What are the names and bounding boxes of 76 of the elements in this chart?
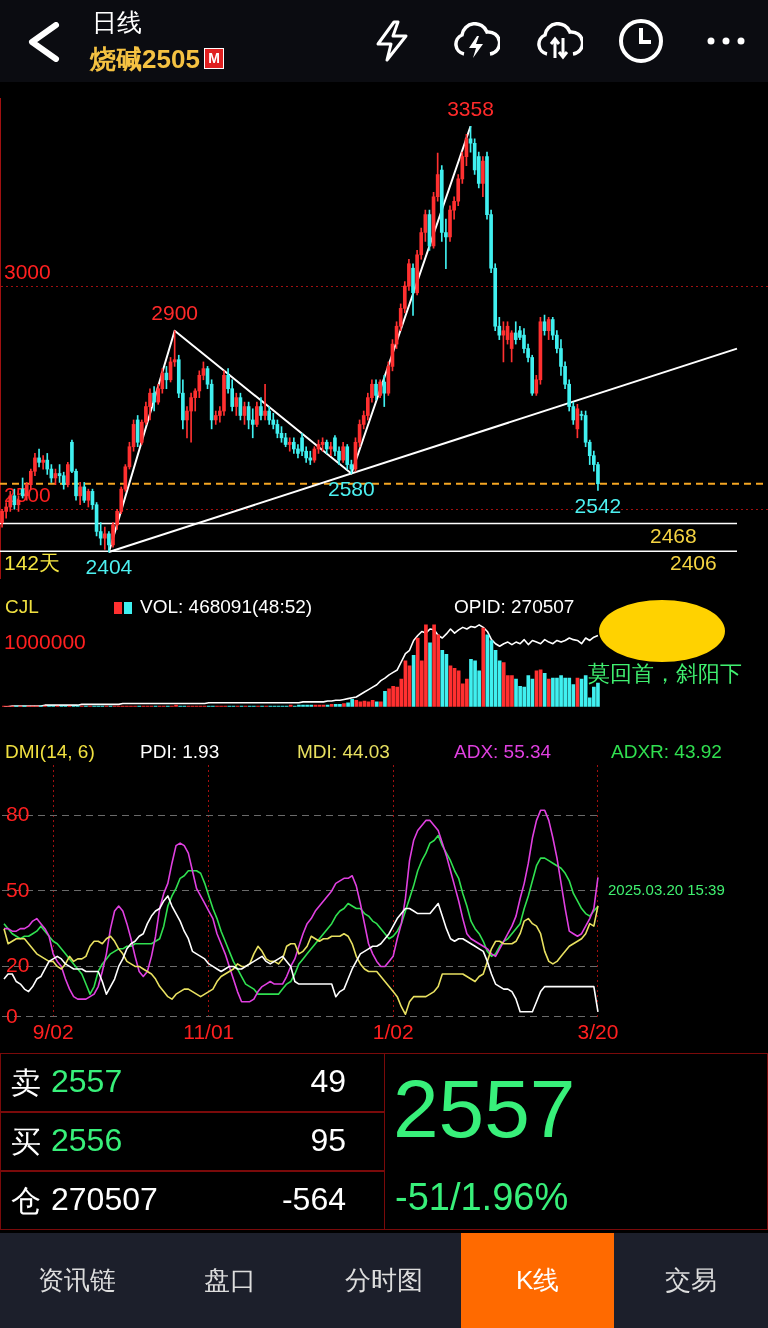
bar: [469, 658, 473, 707]
y-tick-label: 20: [5, 953, 30, 977]
text: 卖: [11, 1065, 41, 1101]
text: 仓: [11, 1183, 41, 1219]
bar: [387, 688, 391, 707]
bar: [510, 675, 514, 707]
x-tick-label: 3/20: [577, 1020, 619, 1044]
bar: [456, 670, 461, 707]
text: 95: [310, 1122, 346, 1159]
series-label: OPID: 270507: [454, 595, 575, 617]
text: -564: [281, 1181, 346, 1218]
bar: [551, 677, 555, 707]
bar: [383, 690, 387, 707]
annotation: 142天: [4, 550, 61, 574]
bar: [473, 660, 477, 707]
bar: [592, 686, 596, 707]
bar: [342, 703, 346, 707]
bar: [546, 678, 551, 707]
text: 2557: [51, 1063, 123, 1100]
bar: [555, 677, 559, 707]
bar: [567, 677, 572, 707]
annotation: 2542: [574, 493, 622, 517]
annotation: 3358: [447, 96, 494, 120]
bar: [514, 678, 518, 707]
y-tick-label: 50: [5, 877, 30, 901]
bar: [346, 702, 350, 707]
text: ADX: 55.34: [454, 740, 552, 762]
bar: [391, 686, 395, 707]
text: 2557: [393, 1062, 576, 1156]
text: 资讯链: [36, 1264, 117, 1297]
text: ADXR: 43.92: [611, 740, 722, 762]
text: 交易: [664, 1264, 719, 1297]
bar: [424, 624, 428, 707]
bar: [428, 642, 432, 707]
annotation: 2404: [85, 555, 133, 579]
annotation: 2900: [151, 300, 199, 324]
bar: [432, 624, 436, 707]
text: 49: [310, 1063, 346, 1100]
text: 分时图: [344, 1264, 424, 1297]
text: 买: [11, 1124, 41, 1160]
legend-label: VOL: 468091(48:52): [140, 595, 313, 617]
text: -51/1.96%: [395, 1176, 569, 1219]
text: MDI: 44.03: [297, 740, 390, 762]
text: 盘口: [203, 1264, 258, 1297]
bar: [481, 627, 486, 707]
bar: [465, 678, 469, 707]
bar: [526, 675, 531, 707]
bar: [501, 662, 506, 707]
x-tick-label: 1/02: [372, 1020, 414, 1044]
x-tick-label: 9/02: [32, 1020, 74, 1044]
text: K线: [460, 1233, 615, 1328]
text: 2025.03.20 15:39: [608, 881, 725, 899]
bar: [415, 637, 420, 707]
y-tick-label: 80: [5, 802, 30, 826]
chart-title: 烧碱2505: [90, 43, 200, 76]
text: 270507: [51, 1181, 158, 1218]
chart-subtitle: 日线: [92, 7, 142, 38]
text: M: [204, 48, 224, 69]
bar: [350, 699, 355, 707]
y-tick-label: 3000: [4, 259, 51, 283]
bar: [354, 699, 359, 707]
chart-title: DMI(14, 6): [5, 740, 95, 762]
ref-line-label: 2406: [670, 551, 717, 575]
annotation: 2580: [328, 476, 375, 500]
x-tick-label: 11/01: [183, 1020, 235, 1044]
annotation: 莫回首，斜阳下: [588, 661, 742, 687]
bar: [440, 649, 445, 707]
ref-line-label: 2468: [650, 523, 697, 547]
annotation: 1000000: [4, 629, 86, 653]
bar: [542, 672, 547, 707]
text: PDI: 1.93: [140, 740, 220, 762]
bar: [563, 677, 568, 707]
chart-title: CJL: [5, 595, 39, 617]
text: 2556: [51, 1122, 123, 1159]
y-tick-label: 0: [5, 1003, 18, 1027]
bar: [559, 675, 563, 707]
